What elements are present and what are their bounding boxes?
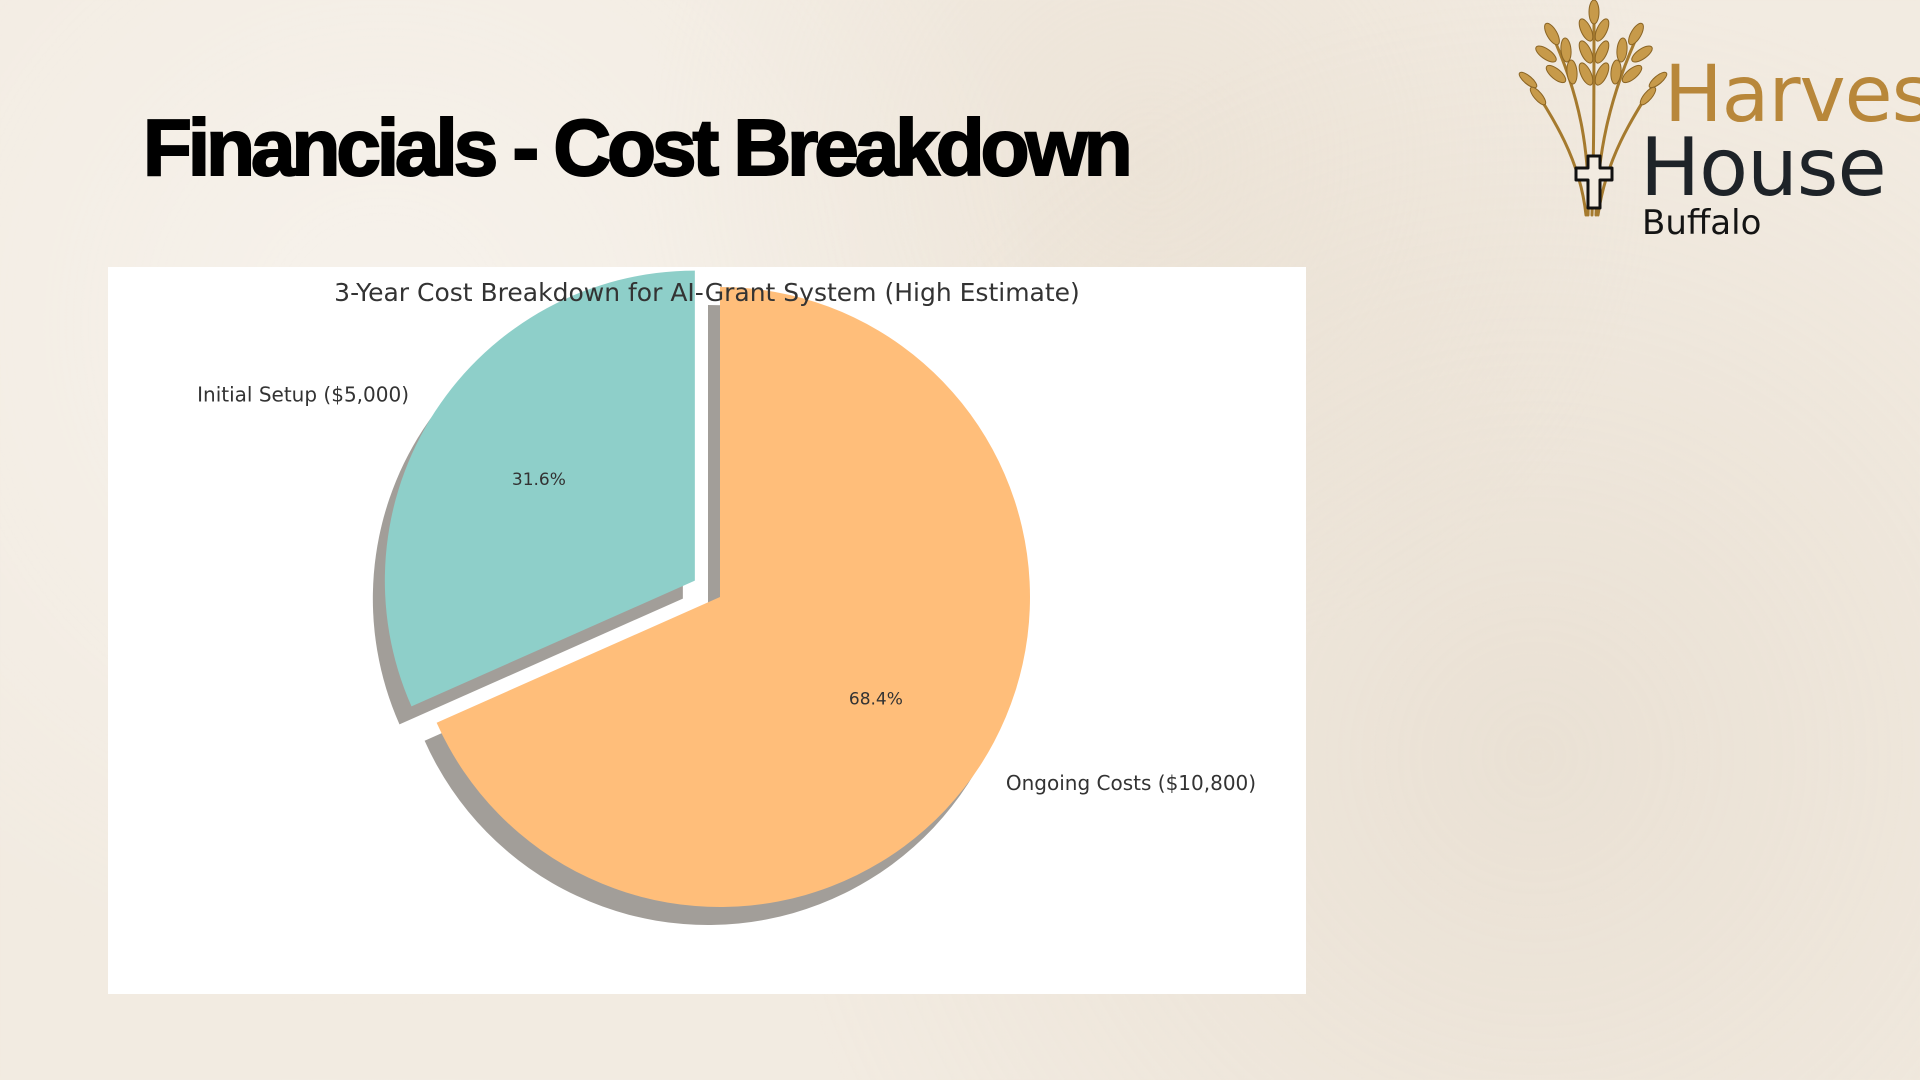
pie-slice-category-label: Initial Setup ($5,000) bbox=[197, 383, 409, 407]
harvest-house-logo: Harvest House Buffalo bbox=[1510, 0, 1920, 250]
pie-chart: 3-Year Cost Breakdown for AI-Grant Syste… bbox=[197, 270, 1256, 925]
logo-word-house: House bbox=[1640, 121, 1887, 214]
wheat-cross-icon bbox=[1518, 0, 1668, 217]
chart-title: 3-Year Cost Breakdown for AI-Grant Syste… bbox=[334, 278, 1080, 307]
logo-word-buffalo: Buffalo bbox=[1642, 203, 1762, 243]
pie-slice bbox=[384, 270, 695, 707]
slide-title: Financials - Cost Breakdown bbox=[142, 103, 1134, 192]
pie-slice-category-label: Ongoing Costs ($10,800) bbox=[1006, 771, 1256, 795]
pie-chart-panel: 3-Year Cost Breakdown for AI-Grant Syste… bbox=[108, 267, 1306, 994]
logo-word-harvest: Harvest bbox=[1664, 50, 1920, 140]
slice-layer bbox=[384, 270, 1030, 907]
pie-slice-percent-label: 31.6% bbox=[512, 470, 566, 490]
pie-slice-percent-label: 68.4% bbox=[849, 689, 903, 709]
label-layer: 31.6% Initial Setup ($5,000) 68.4% Ongoing … bbox=[197, 383, 1256, 795]
pie-slice bbox=[436, 287, 1030, 907]
